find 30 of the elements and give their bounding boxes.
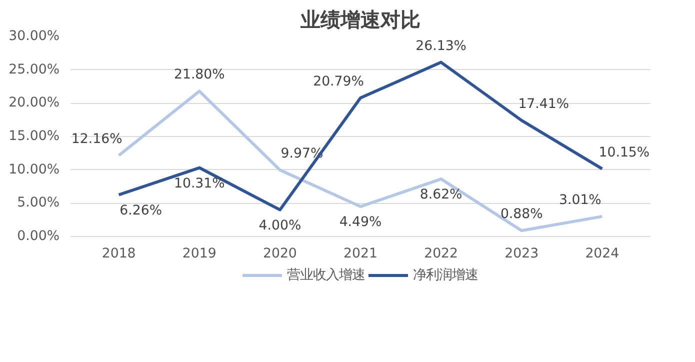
y-tick-label: 0.00% [17, 229, 60, 244]
y-tick-label: 5.00% [17, 196, 60, 211]
y-tick-label: 30.00% [8, 29, 60, 44]
data-label: 6.26% [120, 203, 162, 218]
x-tick-label: 2023 [504, 246, 539, 262]
data-label: 3.01% [558, 192, 602, 208]
data-label: 12.16% [71, 132, 122, 147]
data-label: 20.79% [313, 74, 364, 90]
data-label: 8.62% [420, 188, 462, 203]
data-label: 26.13% [416, 38, 466, 54]
data-label: 4.00% [258, 218, 302, 234]
data-label: 21.80% [174, 68, 225, 83]
data-label: 17.41% [518, 96, 570, 112]
y-tick-label: 15.00% [8, 129, 60, 144]
y-tick-label: 20.00% [8, 96, 60, 111]
data-label: 4.49% [339, 215, 382, 230]
y-tick-label: 10.00% [8, 162, 60, 178]
y-tick-label: 25.00% [8, 62, 60, 78]
x-tick-label: 2022 [424, 246, 458, 262]
x-tick-label: 2019 [182, 246, 216, 262]
x-tick-label: 2018 [102, 246, 136, 262]
legend-label: 营业收入增速 [287, 266, 365, 284]
data-label: 10.15% [598, 145, 650, 160]
x-tick-label: 2021 [344, 246, 378, 262]
chart-title: 业绩增速对比 [300, 8, 420, 32]
legend-label: 净利润增速 [413, 266, 478, 284]
x-tick-label: 2020 [262, 246, 297, 262]
x-tick-label: 2024 [585, 246, 620, 262]
data-label: 0.88% [500, 207, 543, 222]
data-label: 10.31% [174, 176, 225, 192]
